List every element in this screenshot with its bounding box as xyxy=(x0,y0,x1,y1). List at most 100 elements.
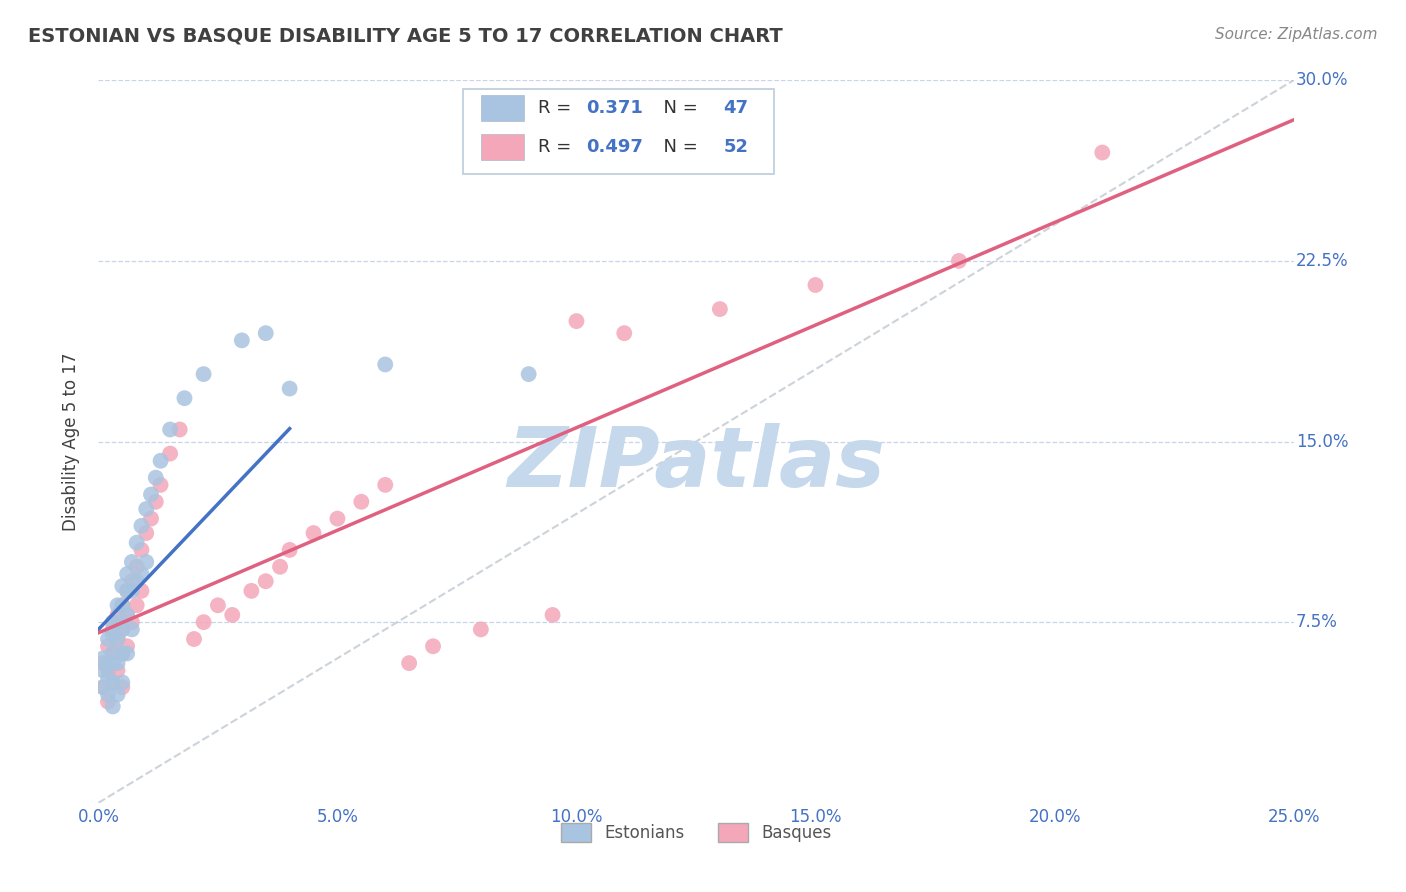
Point xyxy=(97,656,120,670)
Point xyxy=(101,699,124,714)
Point xyxy=(207,599,229,613)
Point xyxy=(111,647,134,661)
Point xyxy=(101,675,124,690)
Point xyxy=(111,599,134,613)
Text: 47: 47 xyxy=(724,99,748,117)
Point xyxy=(278,542,301,557)
Point xyxy=(173,391,195,405)
Point xyxy=(135,555,157,569)
Point xyxy=(97,671,120,685)
FancyBboxPatch shape xyxy=(481,95,524,120)
Point xyxy=(115,583,138,598)
Point xyxy=(101,627,124,641)
Point xyxy=(221,607,243,622)
Point xyxy=(145,470,167,484)
FancyBboxPatch shape xyxy=(463,89,773,174)
Point xyxy=(193,615,215,630)
Point xyxy=(91,656,114,670)
Legend: Estonians, Basques: Estonians, Basques xyxy=(554,816,838,848)
Point xyxy=(97,632,120,646)
Point xyxy=(131,542,153,557)
Point xyxy=(107,615,129,630)
Point xyxy=(107,632,129,646)
Point xyxy=(422,639,444,653)
Point xyxy=(101,647,124,661)
Point xyxy=(169,422,191,436)
Point xyxy=(111,599,134,613)
Text: N =: N = xyxy=(652,138,703,156)
FancyBboxPatch shape xyxy=(481,135,524,161)
Point xyxy=(121,615,143,630)
Point xyxy=(254,574,277,589)
Point xyxy=(125,599,148,613)
Point xyxy=(302,526,325,541)
Text: 30.0%: 30.0% xyxy=(1296,71,1348,89)
Text: ZIPatlas: ZIPatlas xyxy=(508,423,884,504)
Point xyxy=(125,535,148,549)
Point xyxy=(101,656,124,670)
Point xyxy=(91,651,114,665)
Point xyxy=(254,326,277,340)
Point xyxy=(159,422,181,436)
Text: ESTONIAN VS BASQUE DISABILITY AGE 5 TO 17 CORRELATION CHART: ESTONIAN VS BASQUE DISABILITY AGE 5 TO 1… xyxy=(28,27,783,45)
Point xyxy=(398,656,420,670)
Point xyxy=(374,478,396,492)
Point xyxy=(135,526,157,541)
Point xyxy=(131,567,153,582)
Point xyxy=(541,607,564,622)
Point xyxy=(374,358,396,372)
Point xyxy=(107,599,129,613)
Point xyxy=(107,664,129,678)
Text: 15.0%: 15.0% xyxy=(1296,433,1348,450)
Point xyxy=(91,664,114,678)
Point xyxy=(1091,145,1114,160)
Text: R =: R = xyxy=(538,138,578,156)
Point xyxy=(193,367,215,381)
Text: 7.5%: 7.5% xyxy=(1296,613,1337,632)
Point xyxy=(97,695,120,709)
Point xyxy=(145,494,167,508)
Point xyxy=(517,367,540,381)
Point xyxy=(149,454,172,468)
Point xyxy=(470,623,492,637)
Point xyxy=(107,687,129,701)
Y-axis label: Disability Age 5 to 17: Disability Age 5 to 17 xyxy=(62,352,80,531)
Point xyxy=(101,647,124,661)
Point xyxy=(97,639,120,653)
Point xyxy=(107,607,129,622)
Point xyxy=(97,664,120,678)
Point xyxy=(115,567,138,582)
Point xyxy=(121,583,143,598)
Point xyxy=(183,632,205,646)
Text: 52: 52 xyxy=(724,138,748,156)
Point xyxy=(91,680,114,694)
Point xyxy=(115,607,138,622)
Point xyxy=(709,301,731,317)
Point xyxy=(326,511,349,525)
Text: 0.371: 0.371 xyxy=(586,99,643,117)
Point xyxy=(115,607,138,622)
Text: R =: R = xyxy=(538,99,578,117)
Point xyxy=(97,687,120,701)
Point xyxy=(115,639,138,653)
Point xyxy=(240,583,263,598)
Text: Source: ZipAtlas.com: Source: ZipAtlas.com xyxy=(1215,27,1378,42)
Point xyxy=(804,277,827,292)
Point xyxy=(111,579,134,593)
Point xyxy=(131,583,153,598)
Point xyxy=(269,559,291,574)
Point xyxy=(278,382,301,396)
Text: 0.497: 0.497 xyxy=(586,138,643,156)
Point xyxy=(350,494,373,508)
Point xyxy=(101,675,124,690)
Text: 22.5%: 22.5% xyxy=(1296,252,1348,270)
Point xyxy=(107,632,129,646)
Point xyxy=(565,314,588,328)
Point xyxy=(111,647,134,661)
Text: N =: N = xyxy=(652,99,703,117)
Point xyxy=(139,487,162,501)
Point xyxy=(91,680,114,694)
Point xyxy=(125,574,148,589)
Point xyxy=(121,623,143,637)
Point xyxy=(121,574,143,589)
